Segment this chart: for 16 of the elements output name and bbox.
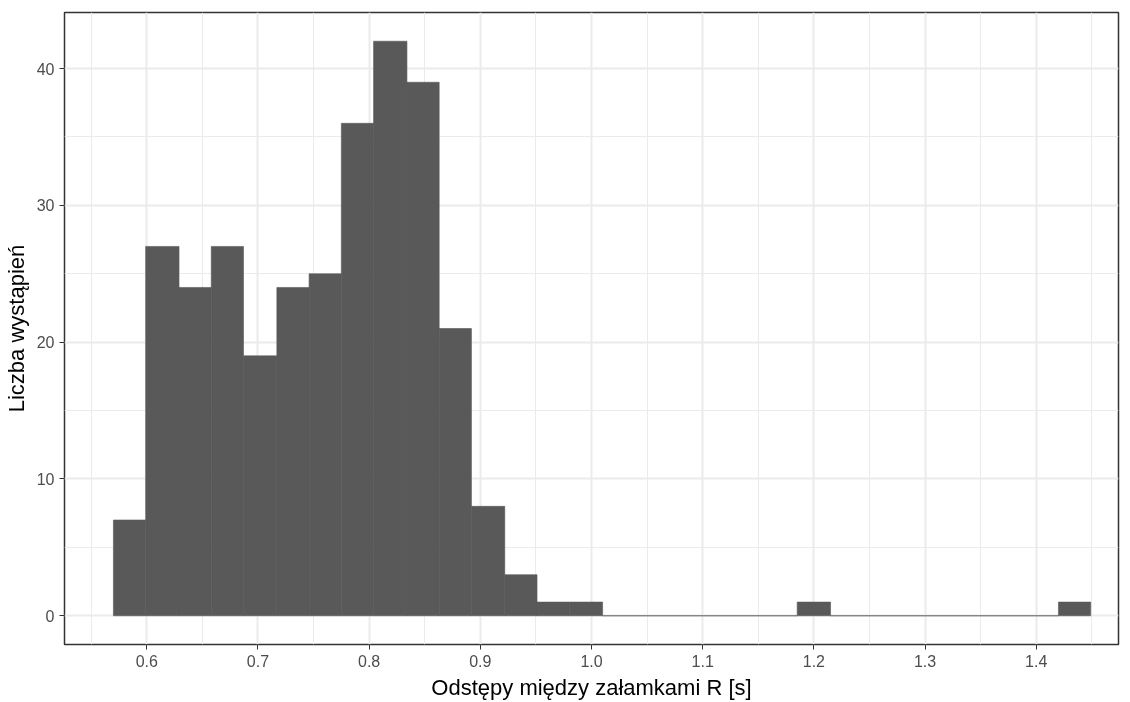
x-tick-label: 0.8 (358, 652, 381, 670)
y-tick-label: 10 (36, 470, 55, 488)
x-tick-label: 0.7 (246, 652, 270, 670)
x-axis-title: Odstępy między załamkami R [s] (431, 674, 752, 700)
y-tick-label: 0 (45, 607, 55, 625)
x-tick-label: 1.4 (1025, 652, 1048, 670)
x-tick-label: 1.2 (802, 652, 826, 670)
x-tick-label: 1.3 (913, 652, 937, 670)
x-tick-label: 0.9 (469, 652, 492, 670)
x-tick-label: 0.6 (135, 652, 158, 670)
y-axis-title: Liczba wystąpień (3, 244, 29, 413)
y-tick-label: 40 (36, 60, 55, 78)
x-tick-label: 1.1 (691, 652, 714, 670)
x-tick-label: 1.0 (580, 652, 603, 670)
y-tick-label: 20 (36, 334, 55, 352)
y-tick-label: 30 (36, 197, 55, 215)
